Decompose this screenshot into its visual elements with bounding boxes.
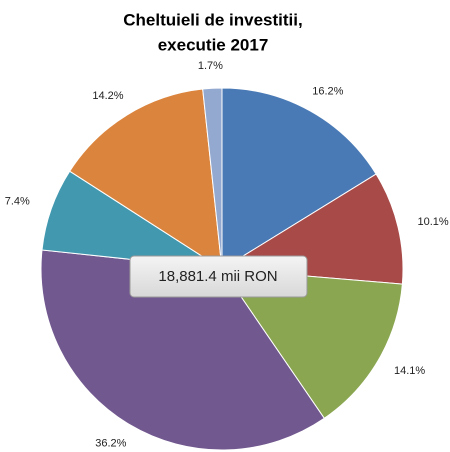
data-label: 36.2%	[95, 437, 126, 449]
annotation: 18,881.4 mii RON	[158, 268, 277, 285]
slice	[221, 87, 377, 270]
chart-title: Cheltuieli de investitii,	[123, 10, 302, 29]
chart-title: executie 2017	[158, 35, 269, 54]
slice	[202, 87, 223, 270]
slice	[220, 268, 403, 420]
data-label: 16.2%	[312, 86, 343, 98]
slice	[69, 88, 223, 270]
data-label: 10.1%	[417, 216, 448, 228]
data-label: 14.1%	[394, 365, 425, 377]
annotation-box	[129, 255, 308, 298]
data-label: 14.2%	[92, 90, 123, 102]
data-label: 1.7%	[198, 60, 223, 72]
pie	[40, 87, 404, 451]
data-label: 7.4%	[5, 196, 30, 208]
slice	[40, 249, 325, 451]
